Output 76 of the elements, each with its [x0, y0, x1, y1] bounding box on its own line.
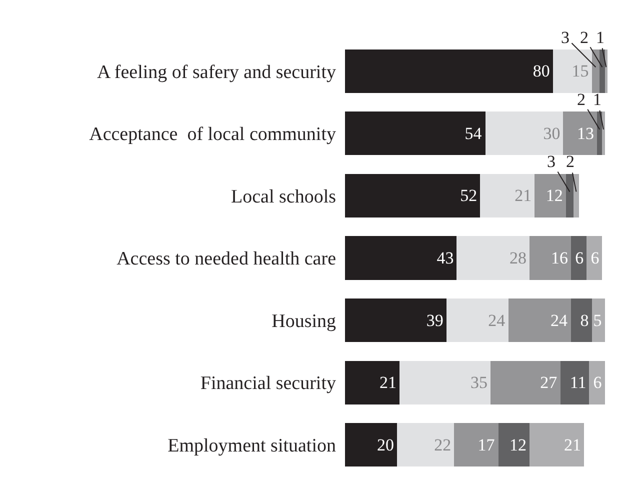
bar [592, 49, 600, 93]
bar [345, 298, 446, 342]
data-label: 1 [593, 90, 602, 109]
bar [600, 49, 605, 93]
data-label: 35 [470, 373, 488, 392]
data-label: 17 [478, 435, 496, 454]
data-label: 39 [426, 310, 444, 330]
bar [586, 236, 602, 280]
data-label: 6 [575, 248, 584, 268]
data-label: 27 [540, 373, 558, 392]
data-label: 21 [380, 373, 397, 392]
data-label: 52 [460, 186, 478, 206]
data-label: 15 [572, 62, 589, 81]
bar [602, 112, 605, 156]
bar [604, 49, 608, 93]
data-label: 54 [464, 124, 482, 143]
bar [345, 236, 457, 280]
data-label: 16 [551, 248, 568, 268]
data-label: 22 [434, 435, 452, 454]
data-label: 20 [376, 435, 394, 454]
data-label: 12 [509, 435, 526, 454]
bar [446, 298, 509, 342]
data-label: 43 [436, 248, 454, 268]
y-tick-label: A feeling of safery and security [97, 62, 336, 83]
bar [589, 360, 605, 404]
data-label: 3 [547, 152, 556, 171]
data-label: 8 [580, 310, 589, 330]
data-label: 13 [577, 124, 594, 143]
data-label: 3 [561, 28, 570, 47]
data-label: 5 [593, 310, 602, 330]
bar [592, 298, 605, 342]
data-label: 30 [543, 124, 560, 143]
bar [396, 423, 454, 467]
data-label: 2 [577, 90, 586, 109]
bar [345, 360, 400, 404]
data-label: 1 [596, 28, 604, 47]
bar [345, 49, 553, 93]
bar [345, 423, 397, 467]
y-tick-label: Access to needed health care [116, 248, 336, 270]
bar [400, 360, 490, 404]
bar [534, 174, 566, 218]
bar [574, 174, 579, 218]
y-tick-label: Acceptance of local community [89, 124, 336, 146]
bar [571, 298, 592, 342]
data-label: 24 [550, 310, 568, 330]
data-label: 6 [593, 373, 602, 392]
data-label: 11 [570, 373, 586, 392]
bar [529, 236, 572, 280]
data-label: 80 [532, 62, 550, 81]
y-tick-label: Financial security [200, 373, 336, 394]
data-label: 2 [580, 28, 588, 47]
data-label: 2 [566, 152, 574, 171]
bar [480, 174, 535, 218]
bar [571, 236, 587, 280]
bar [485, 112, 564, 156]
bar [498, 423, 530, 467]
bar [552, 49, 592, 93]
data-label: 12 [546, 186, 563, 206]
data-label: 24 [488, 310, 506, 330]
bar [560, 360, 590, 404]
data-label: 21 [564, 435, 582, 454]
bar [508, 298, 572, 342]
y-tick-label: Employment situation [168, 436, 336, 457]
y-tick-label: Housing [272, 310, 336, 332]
y-tick-label: Local schools [230, 186, 336, 208]
bar [454, 423, 498, 467]
bar [456, 236, 530, 280]
data-label: 6 [590, 248, 600, 268]
bar [490, 360, 561, 404]
data-label: 28 [509, 248, 526, 268]
bar [563, 112, 598, 156]
bar [529, 423, 584, 467]
bar [345, 174, 480, 218]
bar [566, 174, 574, 218]
bar [345, 112, 486, 156]
data-label: 21 [514, 186, 532, 206]
